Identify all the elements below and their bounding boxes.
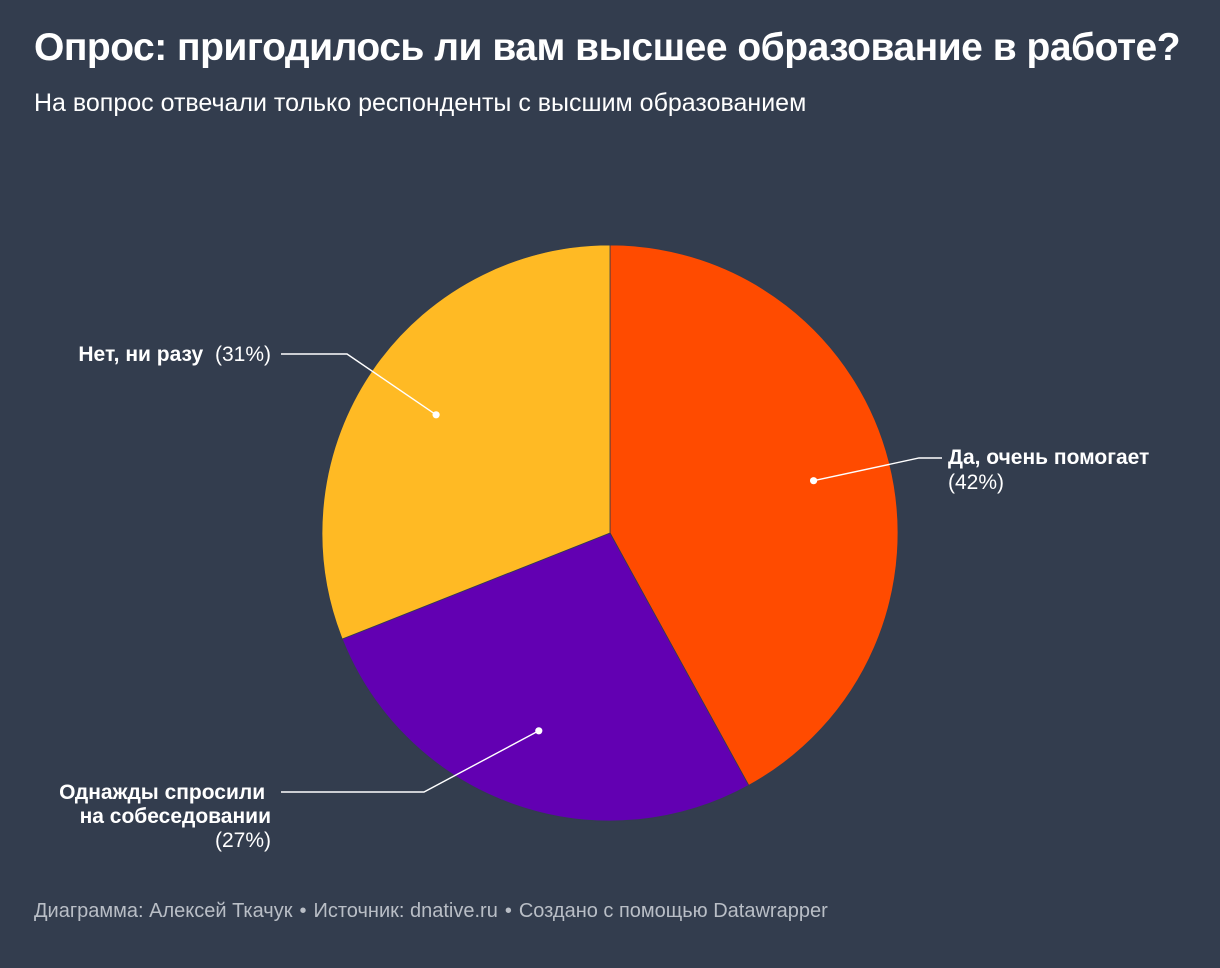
footer-source: Источник: dnative.ru	[313, 900, 498, 922]
pie-slice-yes	[609, 244, 899, 786]
slice-label-once: Однажды спросили на собеседовании	[59, 781, 271, 828]
footer-made-with: Создано с помощью Datawrapper	[518, 900, 828, 922]
leader-line-once	[281, 730, 540, 793]
leader-dot-yes	[810, 477, 818, 485]
footer-separator: •	[504, 900, 512, 922]
leader-line-no	[281, 353, 437, 416]
leader-line-yes	[813, 457, 942, 482]
slice-name-no: Нет, ни разу	[78, 343, 203, 366]
slice-name-once-line2: на собеседовании	[80, 805, 271, 828]
slice-label-no: Нет, ни разу (31%)	[78, 343, 271, 366]
chart-title: Опрос: пригодилось ли вам высшее образов…	[34, 26, 1181, 69]
chart-footer: Диаграмма: Алексей Ткачук • Источник: dnat…	[34, 898, 828, 924]
chart-header: Опрос: пригодилось ли вам высшее образов…	[34, 26, 1184, 118]
slice-percent-no: (31%)	[215, 343, 271, 366]
leader-dot-once	[535, 727, 543, 735]
pie-leader-lines	[281, 353, 942, 793]
chart-subtitle: На вопрос отвечали только респонденты с …	[34, 89, 807, 117]
slice-name-yes: Да, очень помогает	[948, 446, 1149, 469]
pie-slices	[321, 244, 899, 822]
slice-percent-yes: (42%)	[948, 471, 1004, 494]
slice-name-once-line1: Однажды спросили	[59, 781, 265, 804]
pie-slice-once	[341, 532, 750, 822]
slice-label-yes: Да, очень помогает	[948, 446, 1149, 469]
footer-separator: •	[299, 900, 307, 922]
footer-credit: Диаграмма: Алексей Ткачук	[34, 900, 293, 922]
leader-dot-no	[432, 411, 440, 419]
slice-percent-once: (27%)	[215, 829, 271, 852]
